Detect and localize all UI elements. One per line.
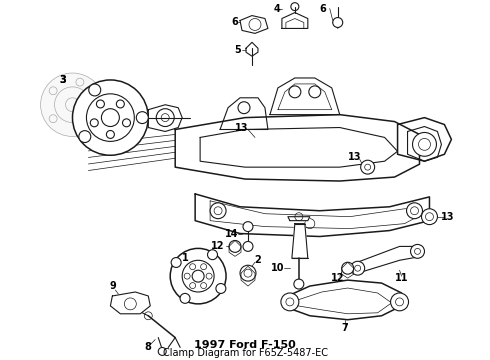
Polygon shape [292, 224, 308, 258]
Circle shape [170, 248, 226, 304]
Polygon shape [288, 280, 401, 320]
Circle shape [294, 279, 304, 289]
Polygon shape [175, 114, 419, 181]
Text: 11: 11 [395, 273, 408, 283]
Circle shape [407, 203, 422, 219]
Circle shape [182, 260, 214, 292]
Text: 5: 5 [235, 45, 242, 55]
Circle shape [421, 209, 438, 225]
Text: 4: 4 [273, 4, 280, 14]
Circle shape [411, 244, 424, 258]
Polygon shape [246, 42, 258, 56]
Polygon shape [397, 118, 451, 161]
Text: 7: 7 [342, 323, 348, 333]
Circle shape [136, 112, 148, 123]
Polygon shape [148, 105, 182, 131]
Circle shape [90, 119, 98, 127]
Circle shape [216, 284, 226, 293]
Text: 9: 9 [109, 281, 116, 291]
Circle shape [97, 100, 104, 108]
Text: 3: 3 [59, 75, 66, 85]
Text: Clamp Diagram for F65Z-5487-EC: Clamp Diagram for F65Z-5487-EC [163, 348, 327, 359]
Circle shape [171, 257, 181, 267]
Circle shape [243, 222, 253, 231]
Polygon shape [195, 194, 429, 237]
Text: 10: 10 [271, 263, 285, 273]
Text: 2: 2 [255, 255, 261, 265]
Circle shape [106, 130, 114, 138]
Text: 13: 13 [348, 152, 362, 162]
Text: 8: 8 [145, 342, 152, 352]
Circle shape [158, 347, 166, 355]
Circle shape [208, 250, 218, 260]
Circle shape [73, 80, 148, 155]
Text: 13: 13 [235, 122, 249, 132]
Circle shape [240, 265, 256, 281]
Polygon shape [240, 15, 268, 33]
Circle shape [281, 293, 299, 311]
Circle shape [351, 261, 365, 275]
Polygon shape [282, 13, 308, 28]
Text: 14: 14 [225, 229, 239, 239]
Circle shape [413, 132, 437, 156]
Circle shape [79, 131, 91, 143]
Polygon shape [220, 98, 268, 130]
Text: 1997 Ford F-150: 1997 Ford F-150 [194, 341, 296, 351]
Polygon shape [288, 217, 310, 221]
Text: 3: 3 [59, 75, 66, 85]
Circle shape [391, 293, 409, 311]
Circle shape [229, 240, 241, 252]
Circle shape [86, 94, 134, 141]
Circle shape [361, 160, 375, 174]
Text: 6: 6 [232, 18, 239, 27]
Polygon shape [355, 246, 421, 273]
Circle shape [333, 18, 343, 27]
Circle shape [210, 203, 226, 219]
Circle shape [122, 119, 130, 127]
Text: 12: 12 [331, 273, 344, 283]
Text: 6: 6 [319, 4, 326, 14]
Text: 13: 13 [441, 212, 454, 222]
Polygon shape [270, 78, 340, 114]
Polygon shape [333, 22, 343, 28]
Polygon shape [110, 292, 150, 314]
Circle shape [116, 100, 124, 108]
Circle shape [89, 84, 101, 96]
Text: 12: 12 [211, 242, 225, 251]
Text: 1: 1 [182, 253, 189, 263]
Circle shape [41, 73, 104, 136]
Circle shape [243, 242, 253, 251]
Circle shape [180, 293, 190, 303]
Circle shape [342, 262, 354, 274]
